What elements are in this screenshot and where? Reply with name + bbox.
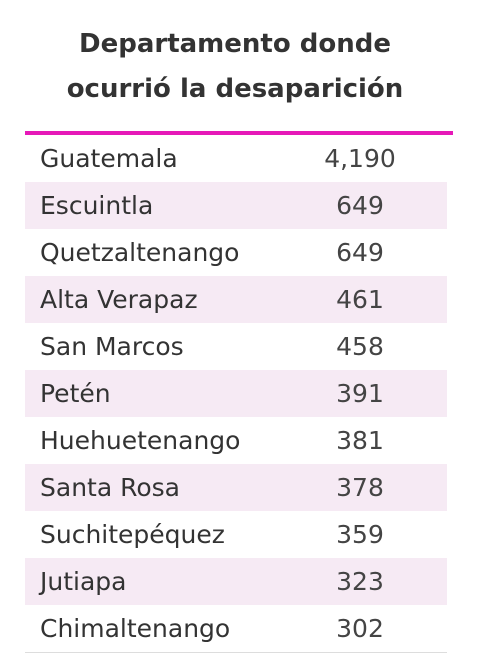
department-name: Quetzaltenango xyxy=(40,238,240,267)
table-row: Chimaltenango 302 xyxy=(25,605,447,652)
count-value: 323 xyxy=(336,567,384,596)
table-row: Quetzaltenango 649 xyxy=(25,229,447,276)
count-value: 458 xyxy=(336,332,384,361)
table-row: Escuintla 649 xyxy=(25,182,447,229)
count-value: 4,190 xyxy=(324,144,396,173)
count-value: 302 xyxy=(336,614,384,643)
department-name: Santa Rosa xyxy=(40,473,180,502)
department-name: Guatemala xyxy=(40,144,178,173)
table-body: Guatemala 4,190 Escuintla 649 Quetzaltenango… xyxy=(25,135,447,652)
department-name: Huehuetenango xyxy=(40,426,241,455)
table-title: Departamento donde ocurrió la desaparici… xyxy=(0,22,470,112)
count-value: 381 xyxy=(336,426,384,455)
count-value: 359 xyxy=(336,520,384,549)
count-value: 391 xyxy=(336,379,384,408)
department-name: Chimaltenango xyxy=(40,614,231,643)
count-value: 649 xyxy=(336,238,384,267)
table-row: Alta Verapaz 461 xyxy=(25,276,447,323)
table-row: San Marcos 458 xyxy=(25,323,447,370)
title-line: ocurrió la desaparición xyxy=(66,74,404,104)
table-row: Suchitepéquez 359 xyxy=(25,511,447,558)
table-row: Guatemala 4,190 xyxy=(25,135,447,182)
department-name: Jutiapa xyxy=(40,567,127,596)
count-value: 461 xyxy=(336,285,384,314)
table-row: Petén 391 xyxy=(25,370,447,417)
count-value: 649 xyxy=(336,191,384,220)
table-row: Santa Rosa 378 xyxy=(25,464,447,511)
header-rule xyxy=(25,131,453,135)
table-row: Jutiapa 323 xyxy=(25,558,447,605)
department-name: Escuintla xyxy=(40,191,154,220)
department-name: San Marcos xyxy=(40,332,184,361)
table-row: Huehuetenango 381 xyxy=(25,417,447,464)
department-name: Petén xyxy=(40,379,111,408)
count-value: 378 xyxy=(336,473,384,502)
department-name: Alta Verapaz xyxy=(40,285,198,314)
title-line: Departamento donde xyxy=(79,29,391,59)
department-name: Suchitepéquez xyxy=(40,520,225,549)
